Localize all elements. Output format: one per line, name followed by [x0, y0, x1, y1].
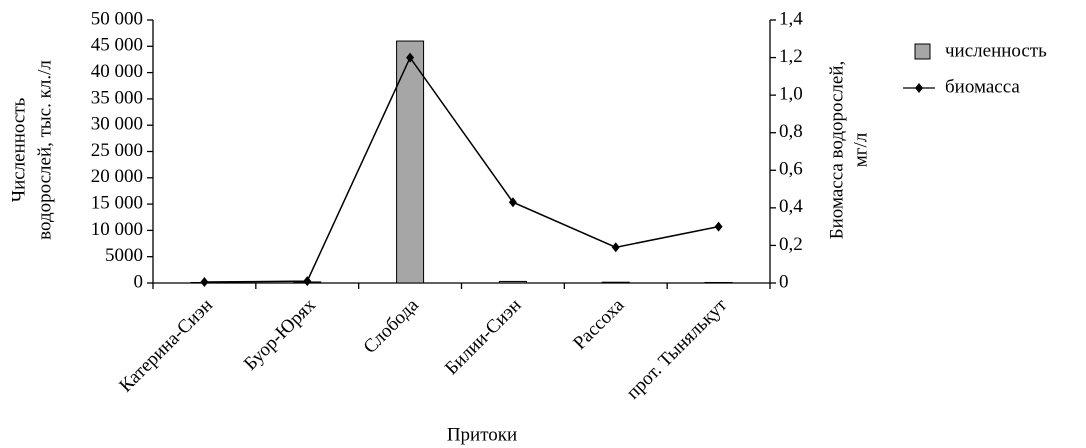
x-tick-label: Слобода — [360, 294, 424, 358]
y2-tick-label: 1,0 — [779, 84, 803, 105]
y-tick-label: 20 000 — [91, 166, 143, 187]
bar — [498, 280, 527, 284]
y2-tick-label: 0,2 — [779, 234, 803, 255]
marker — [303, 276, 312, 287]
legend-swatch — [915, 83, 923, 93]
line — [204, 56, 719, 283]
bar — [704, 281, 733, 284]
y2-tick-label: 1,4 — [779, 8, 803, 29]
x-tick-label: прот. Тыняльқут — [622, 294, 731, 403]
y2-tick-label: 0,6 — [779, 159, 803, 180]
y2-tick-label: 0 — [779, 271, 789, 292]
y2-tick-label: 0,8 — [779, 121, 803, 142]
y2-axis-title: Биомасса водорослей, — [826, 61, 847, 240]
y2-tick-label: 1,2 — [779, 46, 803, 67]
y-tick-label: 5000 — [105, 245, 143, 266]
marker — [508, 197, 517, 208]
y-tick-label: 25 000 — [91, 140, 143, 161]
y2-axis-title: мг/л — [850, 132, 871, 167]
y-tick-label: 0 — [134, 271, 144, 292]
marker — [406, 52, 415, 63]
bar — [396, 40, 425, 284]
y2-tick-label: 0,4 — [779, 196, 803, 217]
legend-label: биомасса — [945, 76, 1020, 97]
y-tick-label: 15 000 — [91, 192, 143, 213]
y-tick-label: 30 000 — [91, 114, 143, 135]
y-tick-label: 40 000 — [91, 61, 143, 82]
y-axis-title: Численность — [8, 97, 29, 202]
legend-swatch — [914, 43, 931, 60]
x-axis-title: Притоки — [447, 424, 517, 445]
marker — [200, 277, 209, 288]
y-axis-title: водорослей, тыс. кл./л — [34, 60, 55, 240]
legend-label: численность — [945, 40, 1047, 61]
y-tick-label: 50 000 — [91, 8, 143, 29]
x-tick-label: Буор-Юрях — [240, 294, 320, 374]
y-tick-label: 45 000 — [91, 35, 143, 56]
y-tick-label: 10 000 — [91, 219, 143, 240]
marker — [611, 242, 620, 253]
x-tick-label: Рассоха — [569, 294, 628, 353]
y-tick-label: 35 000 — [91, 87, 143, 108]
x-tick-label: Катерина-Сиэн — [115, 295, 217, 397]
marker — [714, 221, 723, 232]
x-tick-label: Билии-Сиэн — [441, 295, 525, 379]
bar — [601, 281, 630, 284]
